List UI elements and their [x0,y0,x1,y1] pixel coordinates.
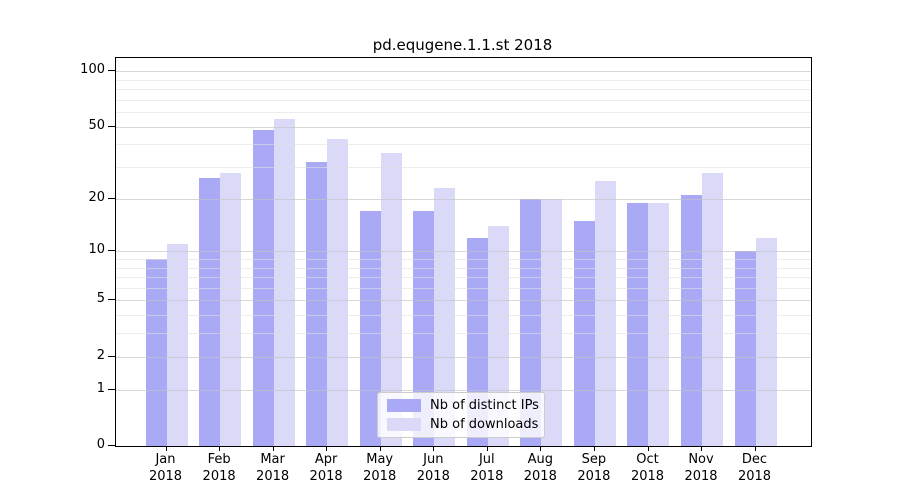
x-tick-label-sep: Sep 2018 [577,452,611,484]
bar-distinct-ips-feb [199,178,221,446]
legend-row-downloads: Nb of downloads [387,417,544,432]
x-tick-mark [272,446,274,451]
legend: Nb of distinct IPs Nb of downloads [377,392,545,438]
gridline-minor [116,79,811,81]
gridline-major [116,71,811,73]
bar-downloads-dec [755,237,777,446]
y-tick-mark [108,388,115,390]
x-tick-mark [326,446,328,451]
legend-swatch-downloads [387,418,421,431]
bar-downloads-jun [434,187,456,446]
x-tick-label-may: May 2018 [363,452,397,484]
bar-downloads-nov [702,172,723,446]
gridline-minor [116,99,811,101]
bar-downloads-apr [327,138,349,446]
y-tick-label-100: 100 [80,62,105,78]
gridline-minor [116,144,811,146]
legend-row-distinct-ips: Nb of distinct IPs [387,398,544,413]
x-tick-label-oct: Oct 2018 [630,452,665,484]
x-tick-mark [433,446,435,451]
bar-downloads-may [380,152,402,446]
y-tick-mark [108,445,115,446]
bar-downloads-sep [594,181,616,446]
x-tick-mark [647,446,649,451]
x-tick-mark [379,446,381,451]
bar-distinct-ips-mar [252,129,274,446]
y-tick-label-0: 0 [96,437,105,452]
x-tick-label-aug: Aug 2018 [523,452,557,484]
gridline-minor [116,167,811,168]
x-tick-label-mar: Mar 2018 [256,452,290,484]
x-tick-mark [593,446,595,451]
gridline-minor [116,89,811,90]
x-tick-label-nov: Nov 2018 [684,452,718,484]
gridline-minor [116,112,811,114]
bar-distinct-ips-aug [520,198,542,446]
x-tick-mark [540,446,542,451]
legend-swatch-distinct-ips [387,399,421,412]
y-tick-label-5: 5 [96,291,105,307]
y-tick-label-1: 1 [96,380,105,396]
y-tick-label-10: 10 [88,242,105,258]
bar-distinct-ips-jun [413,211,435,446]
x-tick-mark [486,446,488,451]
y-tick-mark [108,299,115,301]
y-tick-mark [108,125,115,127]
bar-downloads-mar [273,119,295,446]
bar-distinct-ips-oct [627,202,649,446]
bar-distinct-ips-jan [145,258,167,446]
y-tick-label-50: 50 [88,117,105,133]
bar-distinct-ips-nov [681,194,702,446]
bar-downloads-jul [487,226,509,446]
x-tick-label-apr: Apr 2018 [309,452,343,484]
bar-downloads-feb [220,172,242,446]
y-tick-label-20: 20 [88,189,105,205]
x-tick-mark [165,446,167,451]
x-tick-label-feb: Feb 2018 [202,452,236,484]
x-tick-label-jun: Jun 2018 [416,452,450,484]
y-tick-mark [108,355,115,357]
bar-distinct-ips-may [359,211,381,446]
x-tick-label-dec: Dec 2018 [737,452,772,484]
bar-distinct-ips-dec [734,251,756,446]
y-tick-mark [108,250,115,252]
y-tick-label-2: 2 [96,347,105,363]
x-tick-mark [701,446,702,451]
x-tick-mark [219,446,221,451]
x-tick-label-jul: Jul 2018 [470,452,504,484]
y-tick-mark [108,197,115,199]
x-tick-mark [754,446,756,451]
bar-distinct-ips-sep [573,220,595,446]
legend-label-downloads: Nb of downloads [430,417,539,432]
x-tick-label-jan: Jan 2018 [148,452,183,484]
legend-label-distinct-ips: Nb of distinct IPs [430,398,539,413]
y-tick-mark [108,70,115,72]
gridline-major [116,126,811,128]
chart-title: pd.equgene.1.1.st 2018 [372,36,553,54]
bar-distinct-ips-apr [306,162,328,446]
plot-area: Nb of distinct IPs Nb of downloads [115,57,812,447]
bar-downloads-aug [541,198,563,446]
bar-downloads-oct [648,202,670,446]
bar-downloads-jan [166,244,188,446]
